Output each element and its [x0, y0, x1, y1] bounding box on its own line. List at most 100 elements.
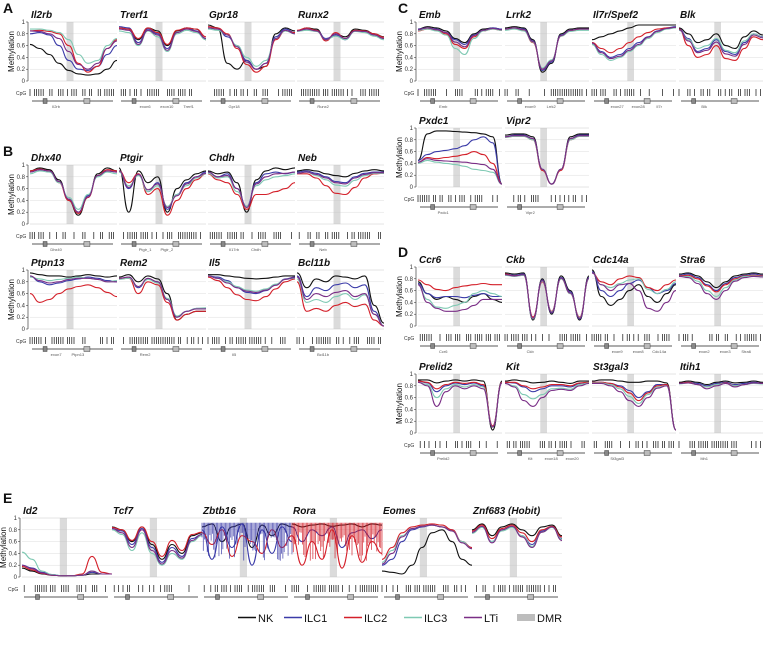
- series-line-ilc3: [417, 284, 503, 309]
- gene-annotation: Ptpn13: [72, 352, 85, 357]
- series-line-lti: [591, 272, 677, 312]
- chart-title: Rem2: [120, 258, 148, 269]
- y-tick-label: 0.8: [405, 384, 414, 390]
- cpg-track: [504, 89, 587, 96]
- chart-title: Prelid2: [419, 362, 453, 373]
- series-line-ilc2: [592, 381, 677, 431]
- cpg-track: [417, 195, 498, 202]
- gene-annotation: exon27: [611, 104, 625, 109]
- cpg-track: [301, 89, 379, 96]
- y-axis: 0 0.2 0.4 0.6 0.8 1 Methylation CpG: [395, 126, 417, 203]
- y-tick-label: 0.4: [17, 303, 26, 309]
- dmr-band: [627, 374, 634, 433]
- series-line-nk: [504, 26, 589, 73]
- exon-box: [437, 594, 444, 600]
- series-line-ilc2: [111, 526, 203, 557]
- cpg-label: CpG: [404, 443, 414, 449]
- exon-box: [42, 346, 48, 352]
- series-line-ilc3: [591, 272, 677, 295]
- y-tick-label: 0.6: [17, 187, 26, 193]
- dmr-band: [714, 374, 721, 433]
- chart-ckb: Ckb Ckb: [504, 255, 590, 354]
- gene-annotation: Ccr6: [439, 349, 448, 354]
- exon-box: [215, 594, 220, 600]
- series-line-lti: [417, 158, 503, 185]
- series-line-lti: [296, 171, 384, 185]
- y-axis-label: Methylation: [395, 31, 404, 72]
- exon-box: [35, 594, 40, 600]
- series-line-ilc1: [296, 170, 384, 184]
- gene-annotation: Emb: [439, 104, 448, 109]
- cpg-track: [298, 232, 381, 239]
- chart-title: Vipr2: [506, 116, 531, 127]
- dmr-band: [540, 22, 547, 81]
- series-line-ilc1: [417, 282, 502, 299]
- dmr-band: [714, 22, 721, 81]
- series-line-lti: [29, 275, 117, 284]
- series-line-lti: [111, 528, 203, 565]
- chart-title: Itih1: [680, 362, 701, 373]
- legend-item-ilc3: ILC3: [404, 613, 447, 625]
- series-line-lti: [678, 275, 763, 300]
- series-line-lti: [504, 274, 590, 319]
- y-tick-label: 0: [22, 79, 26, 85]
- chart-title: Trerf1: [120, 10, 149, 21]
- y-axis-label: Methylation: [395, 383, 404, 424]
- series-line-lti: [417, 27, 503, 48]
- exon-box: [517, 450, 522, 456]
- chart-title: Bcl11b: [298, 258, 330, 269]
- y-tick-label: 1: [410, 126, 414, 132]
- series-line-ilc2: [118, 27, 207, 45]
- exon-box: [430, 343, 435, 349]
- dmr-band: [509, 518, 517, 577]
- chart-blk: Blk Blk: [678, 10, 763, 109]
- y-axis: 0 0.2 0.4 0.6 0.8 1 Methylation CpG: [0, 516, 21, 593]
- dmr-band: [453, 128, 460, 187]
- cpg-label: CpG: [16, 91, 26, 97]
- series-line-ilc2: [118, 277, 206, 321]
- dmr-band: [333, 165, 341, 224]
- chart-ptgir: Ptgir Ptgir_1 Ptgir_2: [118, 153, 207, 252]
- chart-emb: Emb Emb: [417, 10, 503, 109]
- exon-box: [305, 594, 310, 600]
- series-line-nk: [504, 379, 589, 384]
- series-line-ilc3: [504, 382, 590, 400]
- cpg-label: CpG: [404, 197, 414, 203]
- exon-box: [527, 594, 534, 600]
- panel-label-b: B: [3, 143, 13, 159]
- gene-annotation: Ptgir_1: [139, 247, 152, 252]
- exon-box: [172, 346, 180, 352]
- cpg-label: CpG: [404, 336, 414, 342]
- y-tick-label: 0.8: [9, 528, 18, 534]
- y-tick-label: 0.8: [405, 32, 414, 38]
- legend-label: ILC1: [304, 613, 327, 625]
- dmr-band: [540, 267, 547, 326]
- series-line-ilc2: [296, 281, 385, 327]
- series-line-ilc2: [417, 279, 502, 292]
- series-line-ilc2: [678, 28, 763, 61]
- y-tick-label: 0.8: [17, 175, 26, 181]
- legend-label: DMR: [537, 613, 562, 625]
- chart-id2: Id2: [21, 506, 113, 600]
- cpg-track: [513, 195, 587, 202]
- exon-box: [220, 346, 226, 352]
- exon-box: [517, 204, 522, 210]
- series-line-lti: [504, 382, 590, 407]
- exon-box: [220, 98, 226, 104]
- y-tick-label: 1: [410, 372, 414, 378]
- cpg-track: [29, 337, 114, 344]
- chart-title: Gpr18: [209, 10, 238, 21]
- chart-lrrk2: Lrrk2 exon9 Lrrk2: [504, 10, 589, 109]
- chart-il2rb: Il2rb Il2rb: [29, 10, 118, 109]
- series-line-ilc1: [678, 273, 763, 292]
- series-line-ilc3: [417, 28, 503, 56]
- chart-ccr6: Ccr6 Ccr6: [417, 255, 503, 354]
- exon-box: [517, 343, 522, 349]
- chart-itih1: Itih1 Itih1: [678, 362, 763, 461]
- gene-annotation: exon9: [525, 104, 537, 109]
- cpg-track: [591, 89, 674, 96]
- chart-title: Blk: [680, 10, 696, 21]
- cpg-track: [419, 334, 500, 341]
- chart-title: Ptpn13: [31, 258, 65, 269]
- series-line-ilc1: [417, 136, 503, 185]
